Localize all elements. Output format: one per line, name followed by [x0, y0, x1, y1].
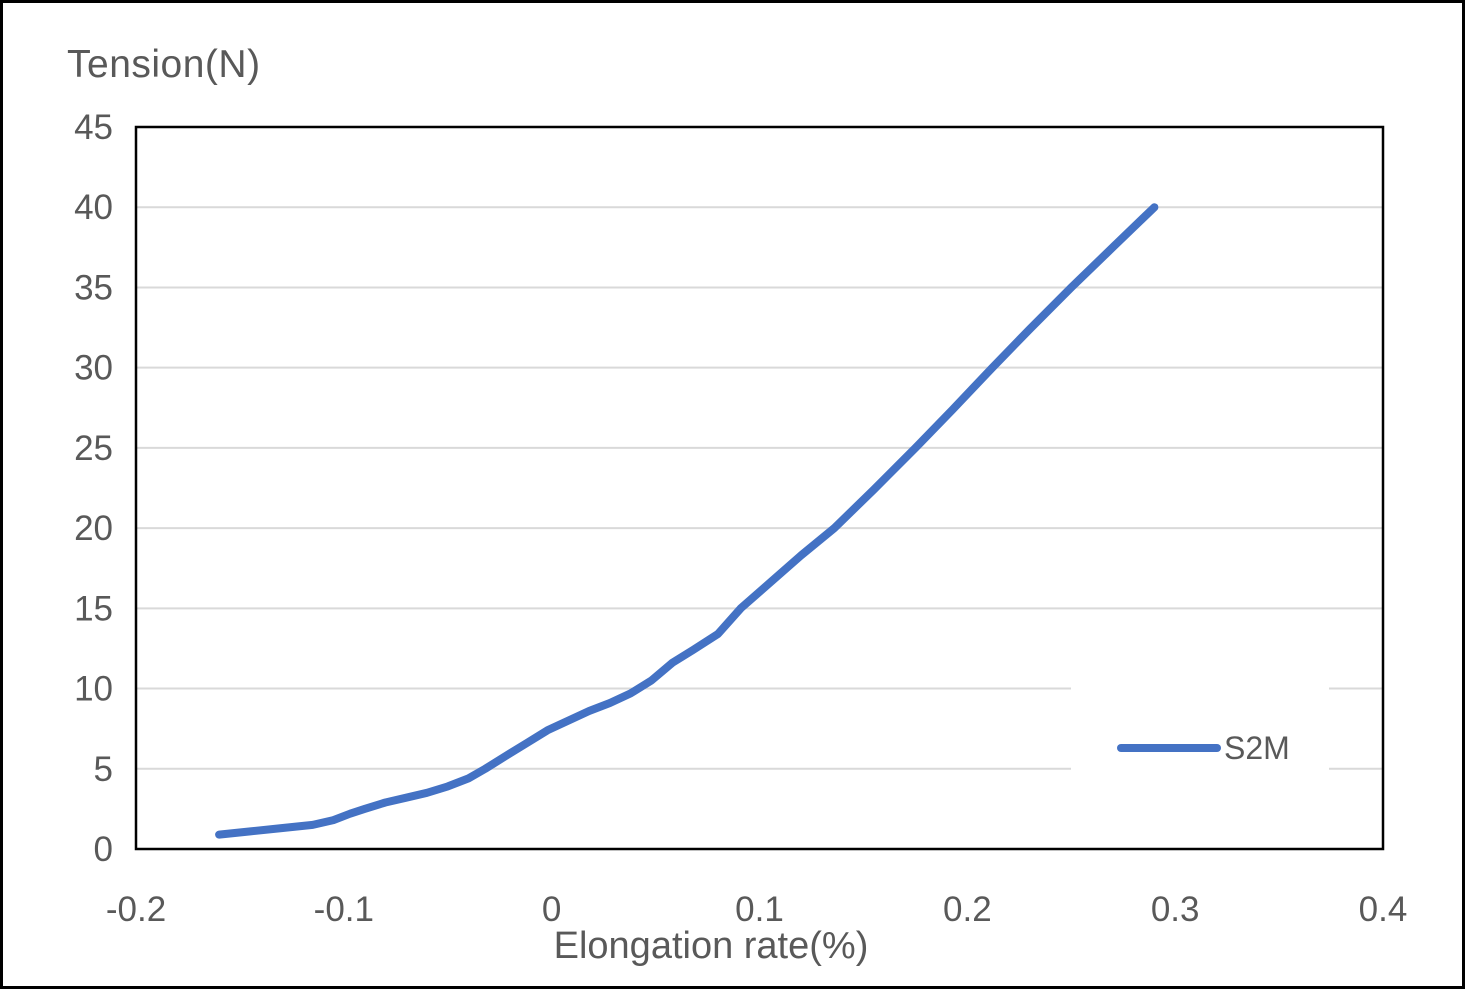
x-tick-label: -0.1 [314, 890, 374, 929]
x-axis-title: Elongation rate(%) [554, 925, 869, 967]
y-tick-label: 10 [74, 670, 113, 709]
x-tick-label: 0 [542, 890, 561, 929]
x-tick-label: -0.2 [106, 890, 166, 929]
legend-box [1071, 681, 1329, 805]
y-tick-label: 20 [74, 509, 113, 548]
legend-label[interactable]: S2M [1224, 730, 1290, 766]
line-chart: S2M 0 5 10 15 20 25 30 35 40 45 -0.2 -0.1 0 0.1 0.2 0.3 0… [74, 108, 1408, 967]
chart-title: Tension(N) [67, 43, 261, 86]
plot-border [134, 125, 1385, 851]
y-tick-label: 35 [74, 268, 113, 307]
y-tick-label: 30 [74, 349, 113, 388]
y-tick-label: 0 [94, 830, 113, 869]
x-tick-label: 0.3 [1151, 890, 1200, 929]
y-tick-label: 45 [74, 108, 113, 147]
x-tick-label: 0.4 [1359, 890, 1408, 929]
y-tick-label: 40 [74, 188, 113, 227]
y-tick-label: 15 [74, 589, 113, 628]
y-tick-label: 25 [74, 429, 113, 468]
x-tick-label: 0.1 [735, 890, 784, 929]
series-line-s2m [215, 203, 1159, 839]
x-tick-label: 0.2 [943, 890, 992, 929]
y-tick-label: 5 [94, 750, 113, 789]
